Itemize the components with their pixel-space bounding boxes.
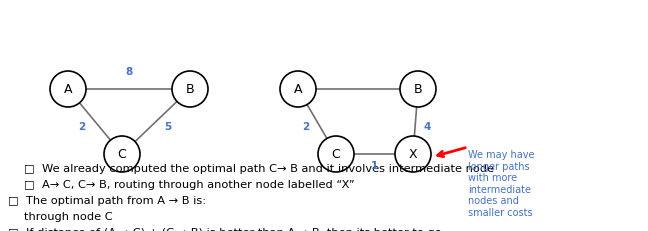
Text: 4: 4: [423, 122, 431, 131]
Text: C: C: [118, 148, 126, 161]
Text: □  We already computed the optimal path C→ B and it involves intermediate node: □ We already computed the optimal path C…: [24, 163, 494, 173]
Text: A: A: [64, 83, 72, 96]
Ellipse shape: [280, 72, 316, 108]
Text: through node C: through node C: [24, 211, 113, 221]
Ellipse shape: [400, 72, 436, 108]
Text: X: X: [409, 148, 417, 161]
Ellipse shape: [172, 72, 208, 108]
Text: □  A→ C, C→ B, routing through another node labelled “X”: □ A→ C, C→ B, routing through another no…: [24, 179, 354, 189]
Ellipse shape: [395, 137, 431, 172]
Text: B: B: [186, 83, 194, 96]
Text: We may have
longer paths
with more
intermediate
nodes and
smaller costs: We may have longer paths with more inter…: [468, 149, 535, 217]
Text: □  The optimal path from A → B is:: □ The optimal path from A → B is:: [8, 195, 206, 205]
Text: 2: 2: [303, 122, 310, 131]
Text: 1: 1: [371, 160, 378, 170]
Ellipse shape: [104, 137, 140, 172]
Text: A: A: [294, 83, 302, 96]
Text: 2: 2: [78, 122, 86, 131]
Text: □  If distance of (A → C) + (C → B) is better than A → B, then its better to go: □ If distance of (A → C) + (C → B) is be…: [8, 227, 442, 231]
Ellipse shape: [318, 137, 354, 172]
Text: 5: 5: [165, 122, 172, 131]
Text: 8: 8: [125, 67, 133, 77]
Ellipse shape: [50, 72, 86, 108]
Text: C: C: [332, 148, 340, 161]
Text: B: B: [413, 83, 422, 96]
